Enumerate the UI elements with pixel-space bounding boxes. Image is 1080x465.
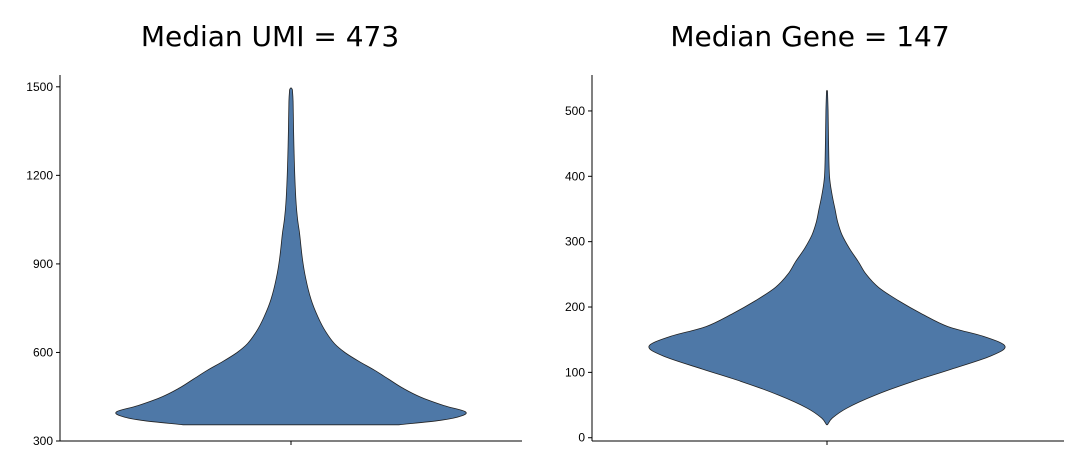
umi-y-tick-label: 1500 bbox=[26, 80, 53, 94]
umi-violin-panel: Median UMI = 473 300 600 900 1200 1500 bbox=[26, 20, 522, 448]
gene-violin-panel: Median Gene = 147 0 100 200 300 400 500 bbox=[540, 0, 1080, 465]
umi-chart-title: Median UMI = 473 bbox=[140, 20, 400, 53]
gene-y-tick-label: 300 bbox=[565, 235, 585, 249]
umi-y-tick-label: 300 bbox=[33, 434, 53, 448]
umi-y-tick-label: 900 bbox=[33, 257, 53, 271]
gene-y-tick-label: 100 bbox=[565, 365, 585, 379]
gene-y-tick-label: 500 bbox=[565, 104, 585, 118]
umi-y-tick-label: 600 bbox=[33, 345, 53, 359]
umi-violin-chart: 300 600 900 1200 1500 bbox=[26, 75, 522, 448]
gene-violin bbox=[648, 89, 1006, 426]
umi-violin bbox=[115, 87, 467, 426]
gene-y-tick-label: 0 bbox=[578, 431, 585, 445]
gene-y-tick-label: 400 bbox=[565, 169, 585, 183]
gene-y-tick-label: 200 bbox=[565, 300, 585, 314]
gene-chart-title: Median Gene = 147 bbox=[670, 20, 950, 53]
gene-violin-chart: 0 100 200 300 400 500 bbox=[565, 75, 1064, 445]
umi-y-tick-label: 1200 bbox=[26, 168, 53, 182]
